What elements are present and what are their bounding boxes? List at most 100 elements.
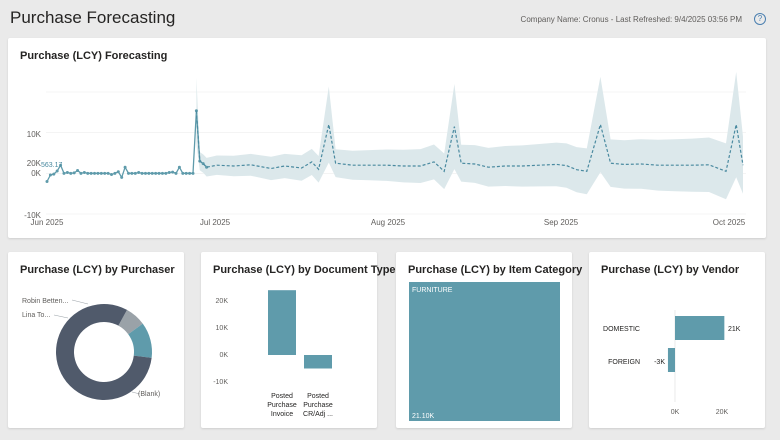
y-tick-label: -10K (24, 211, 42, 220)
vendor-category-label: DOMESTIC (603, 326, 640, 333)
data-point (59, 163, 63, 167)
itemcat-title: Purchase (LCY) by Item Category (408, 264, 583, 276)
forecast-card: Purchase (LCY) Forecasting 20K 10K 0K -1… (8, 38, 766, 238)
treemap-tile-furniture[interactable] (409, 282, 560, 421)
data-point (48, 173, 52, 177)
bar (667, 348, 675, 372)
refresh-info: Company Name: Cronus - Last Refreshed: 9… (520, 15, 742, 24)
data-point (110, 173, 114, 177)
y-tick-label: 10K (216, 325, 229, 332)
data-point (174, 171, 178, 175)
x-tick-label: 0K (671, 409, 680, 416)
x-tick-label: CR/Adj ... (303, 411, 333, 418)
point-data-label: 563.17 (41, 162, 63, 169)
itemcat-treemap[interactable]: FURNITURE 21.10K (396, 252, 572, 428)
data-point (62, 171, 66, 175)
donut-slice (128, 323, 152, 358)
data-point (69, 171, 73, 175)
page-header: Purchase Forecasting Company Name: Cronu… (0, 0, 780, 36)
x-tick-label: Sep 2025 (544, 218, 579, 227)
vendor-value-label: -3K (654, 359, 665, 366)
data-point (89, 171, 93, 175)
vendor-category-label: FOREIGN (608, 359, 640, 366)
forecast-title: Purchase (LCY) Forecasting (20, 50, 168, 62)
y-tick-label: -10K (213, 379, 228, 386)
data-point (191, 171, 195, 175)
data-point (99, 171, 103, 175)
donut-slice (118, 309, 143, 335)
data-point (130, 171, 134, 175)
data-point (147, 171, 151, 175)
data-point (103, 171, 107, 175)
history-line (46, 110, 208, 182)
purchaser-donut-chart[interactable]: Robin Betten... Lina To... (Blank) (8, 252, 184, 428)
data-point (82, 171, 86, 175)
page-title: Purchase Forecasting (10, 8, 176, 27)
x-tick-label: Invoice (271, 411, 293, 418)
data-point (72, 171, 76, 175)
vendor-value-label: 21K (728, 326, 741, 333)
purchaser-card: Purchase (LCY) by Purchaser Robin Betten… (8, 252, 184, 428)
treemap-tile-value: 21.10K (412, 413, 435, 420)
x-tick-label: Purchase (267, 402, 297, 409)
data-point (52, 172, 56, 176)
bar (268, 290, 296, 355)
y-tick-label: 0K (31, 169, 41, 178)
data-point (143, 171, 147, 175)
bar (675, 316, 725, 340)
itemcat-card: Purchase (LCY) by Item Category FURNITUR… (396, 252, 582, 428)
pie-label-lina: Lina To... (22, 312, 50, 319)
purchaser-title: Purchase (LCY) by Purchaser (20, 264, 175, 276)
data-point (167, 171, 171, 175)
data-point (177, 165, 181, 169)
data-point (184, 171, 188, 175)
data-point (123, 165, 127, 169)
data-point (96, 171, 100, 175)
data-point (133, 171, 137, 175)
forecast-line (195, 110, 744, 173)
bar (304, 355, 332, 369)
data-point (76, 168, 80, 172)
data-point (116, 170, 120, 174)
data-point (55, 169, 59, 173)
doctype-title: Purchase (LCY) by Document Type (213, 264, 396, 276)
pie-label-blank: (Blank) (138, 391, 160, 398)
vendor-title: Purchase (LCY) by Vendor (601, 264, 740, 276)
vendor-card: Purchase (LCY) by Vendor DOMESTIC FOREIG… (589, 252, 765, 428)
data-point (188, 171, 192, 175)
forecast-chart[interactable]: 20K 10K 0K -10K Jun 2025 Jul 2025 Aug 20… (8, 38, 766, 238)
data-point (120, 175, 124, 179)
donut-slice (55, 304, 152, 400)
treemap-tile-label: FURNITURE (412, 287, 453, 294)
vendor-bar-chart[interactable]: DOMESTIC FOREIGN 21K -3K 0K 20K (589, 252, 765, 428)
data-point (154, 171, 158, 175)
doctype-bar-chart[interactable]: 20K 10K 0K -10K Posted Purchase Invoice … (201, 252, 377, 428)
data-point (106, 171, 110, 175)
x-tick-label: Jul 2025 (200, 218, 231, 227)
data-point (126, 171, 130, 175)
doctype-card: Purchase (LCY) by Document Type 20K 10K … (201, 252, 396, 428)
data-point (45, 179, 49, 183)
y-tick-label: 10K (27, 130, 42, 139)
help-icon[interactable]: ? (754, 13, 766, 25)
x-tick-label: Oct 2025 (713, 218, 746, 227)
x-tick-label: Posted (307, 393, 329, 400)
data-point (160, 171, 164, 175)
data-point (65, 171, 69, 175)
data-point (171, 170, 175, 174)
x-tick-label: Purchase (303, 402, 333, 409)
data-point (157, 171, 161, 175)
data-point (181, 171, 185, 175)
pie-label-robin: Robin Betten... (22, 298, 68, 305)
x-tick-label: 20K (716, 409, 729, 416)
data-point (164, 171, 168, 175)
data-point (140, 171, 144, 175)
data-point (137, 171, 141, 175)
data-point (86, 171, 90, 175)
forecast-confidence-band (196, 71, 743, 200)
x-tick-label: Posted (271, 393, 293, 400)
data-point (93, 171, 97, 175)
data-point (113, 171, 117, 175)
y-tick-label: 20K (216, 298, 229, 305)
x-tick-label: Jun 2025 (31, 218, 64, 227)
